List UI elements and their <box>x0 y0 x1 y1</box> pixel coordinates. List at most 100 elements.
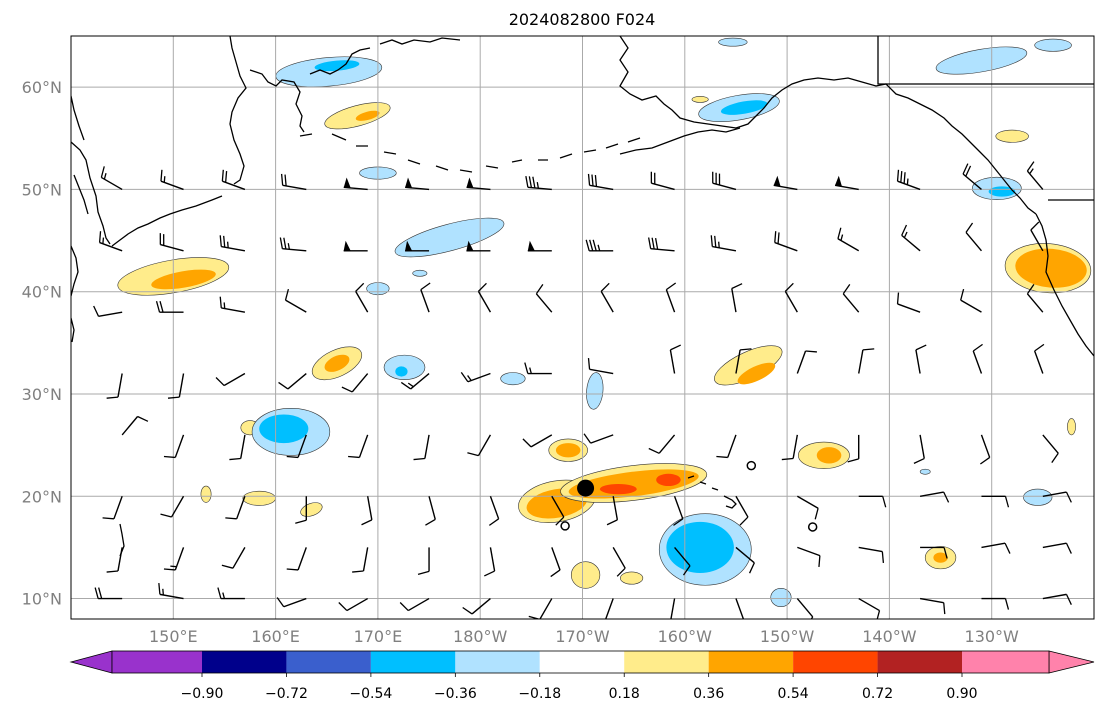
negative-anomaly-area <box>935 46 1028 75</box>
wind-barb <box>896 292 921 313</box>
coastlines <box>71 36 1094 557</box>
positive-anomaly-area <box>599 483 637 495</box>
wind-barb <box>796 598 814 619</box>
negative-anomaly-area <box>718 37 748 47</box>
wind-barb <box>295 496 307 524</box>
wind-barb <box>960 288 982 313</box>
wind-barb <box>100 166 123 191</box>
positive-anomaly-area <box>242 490 276 506</box>
wind-barb <box>981 495 1010 508</box>
colorbar-extend-max <box>1048 650 1095 674</box>
colorbar-segment <box>877 651 962 673</box>
negative-anomaly-area <box>395 366 408 377</box>
wind-barb <box>405 177 430 191</box>
wind-barb <box>417 547 430 576</box>
wind-barb <box>587 357 614 375</box>
wind-barb <box>735 546 755 574</box>
wind-barb <box>121 415 149 436</box>
positive-anomaly-area <box>1067 418 1076 436</box>
wind-barb <box>1026 284 1044 313</box>
wind-barb <box>647 237 675 252</box>
wind-barb <box>674 546 691 576</box>
wind-barb <box>167 373 185 399</box>
wind-barb <box>606 496 619 526</box>
lon-tick-label: 170°E <box>354 627 403 646</box>
wind-barb <box>163 434 185 459</box>
negative-anomaly-area <box>919 468 931 475</box>
wind-barb <box>710 235 737 252</box>
negative-anomaly-area <box>720 100 768 115</box>
axis-labels: 150°E 160°E 170°E 180°W 170°W 160°W 150°W 140°W… <box>22 78 1019 646</box>
wind-barb <box>716 434 737 459</box>
wind-barb <box>106 373 123 399</box>
wind-barb <box>797 546 821 568</box>
lon-tick-label: 180°W <box>453 627 508 646</box>
wind-barb <box>735 598 745 619</box>
wind-barb <box>673 496 684 526</box>
wind-barb <box>94 587 123 600</box>
coast-alaska-peninsula <box>619 127 741 155</box>
colorbar-extend-min <box>69 650 113 674</box>
colorbar-tick-label: −0.54 <box>349 686 392 702</box>
storm-center-marker <box>577 479 595 497</box>
wind-barb <box>155 300 184 313</box>
wind-barb <box>286 547 307 571</box>
lat-tick-label: 20°N <box>22 487 62 506</box>
wind-barb <box>217 587 245 600</box>
wind-barb <box>163 547 185 571</box>
positive-anomaly-area <box>737 362 776 385</box>
colorbar-segment <box>793 651 878 673</box>
lat-tick-label: 40°N <box>22 283 62 302</box>
wind-barb <box>286 434 307 459</box>
lat-tick-label: 30°N <box>22 385 62 404</box>
wind-barb <box>896 169 921 191</box>
wind-barb <box>484 547 496 577</box>
colorbar-tick-label: 0.90 <box>946 686 977 702</box>
wind-barb <box>962 163 982 190</box>
negative-anomaly-area <box>666 521 734 573</box>
wind-barb <box>796 495 819 520</box>
colorbar-tick-label: 0.72 <box>862 686 893 702</box>
hawaii-islands <box>687 475 737 509</box>
wind-barb <box>352 547 369 573</box>
wind-barb <box>522 434 553 448</box>
lon-tick-label: 140°W <box>862 627 917 646</box>
colorbar-segment <box>962 651 1049 673</box>
negative-anomaly-area <box>988 186 1016 197</box>
wind-barb <box>284 288 307 313</box>
positive-anomaly-area <box>324 102 391 130</box>
positive-anomaly-area <box>555 443 581 458</box>
wind-barb <box>665 282 677 313</box>
wind-barb <box>901 224 921 252</box>
lon-tick-label: 150°W <box>760 627 815 646</box>
wind-barb <box>585 239 614 252</box>
wind-barb <box>400 372 430 390</box>
wind-barb <box>858 495 887 508</box>
positive-anomaly-area <box>816 447 842 464</box>
wind-barb <box>842 284 860 313</box>
wind-barb <box>920 546 948 559</box>
wind-barb <box>348 434 369 459</box>
wind-barb <box>1042 434 1059 464</box>
colorbar-outline <box>111 650 1050 674</box>
wind-barb <box>972 343 983 374</box>
wind-barb <box>1026 161 1044 190</box>
markers <box>560 460 818 532</box>
wind-barb <box>276 597 307 608</box>
wind-barb <box>773 175 798 191</box>
open-circle-marker <box>746 460 757 471</box>
wind-barb <box>965 222 983 252</box>
wind-barb <box>919 491 950 503</box>
lon-tick-label: 170°W <box>555 627 610 646</box>
negative-anomaly-area <box>500 372 526 386</box>
colorbar-segment <box>455 651 540 673</box>
kuril-islands <box>111 195 223 247</box>
wind-barb <box>225 496 246 520</box>
wind-barb <box>524 362 552 375</box>
wind-barb <box>604 598 614 619</box>
wind-barb <box>221 547 246 569</box>
positive-anomaly-area <box>1015 248 1087 288</box>
wind-barb <box>462 598 491 615</box>
colorbar-tick-label: 0.54 <box>778 686 809 702</box>
wind-barb <box>735 495 749 526</box>
